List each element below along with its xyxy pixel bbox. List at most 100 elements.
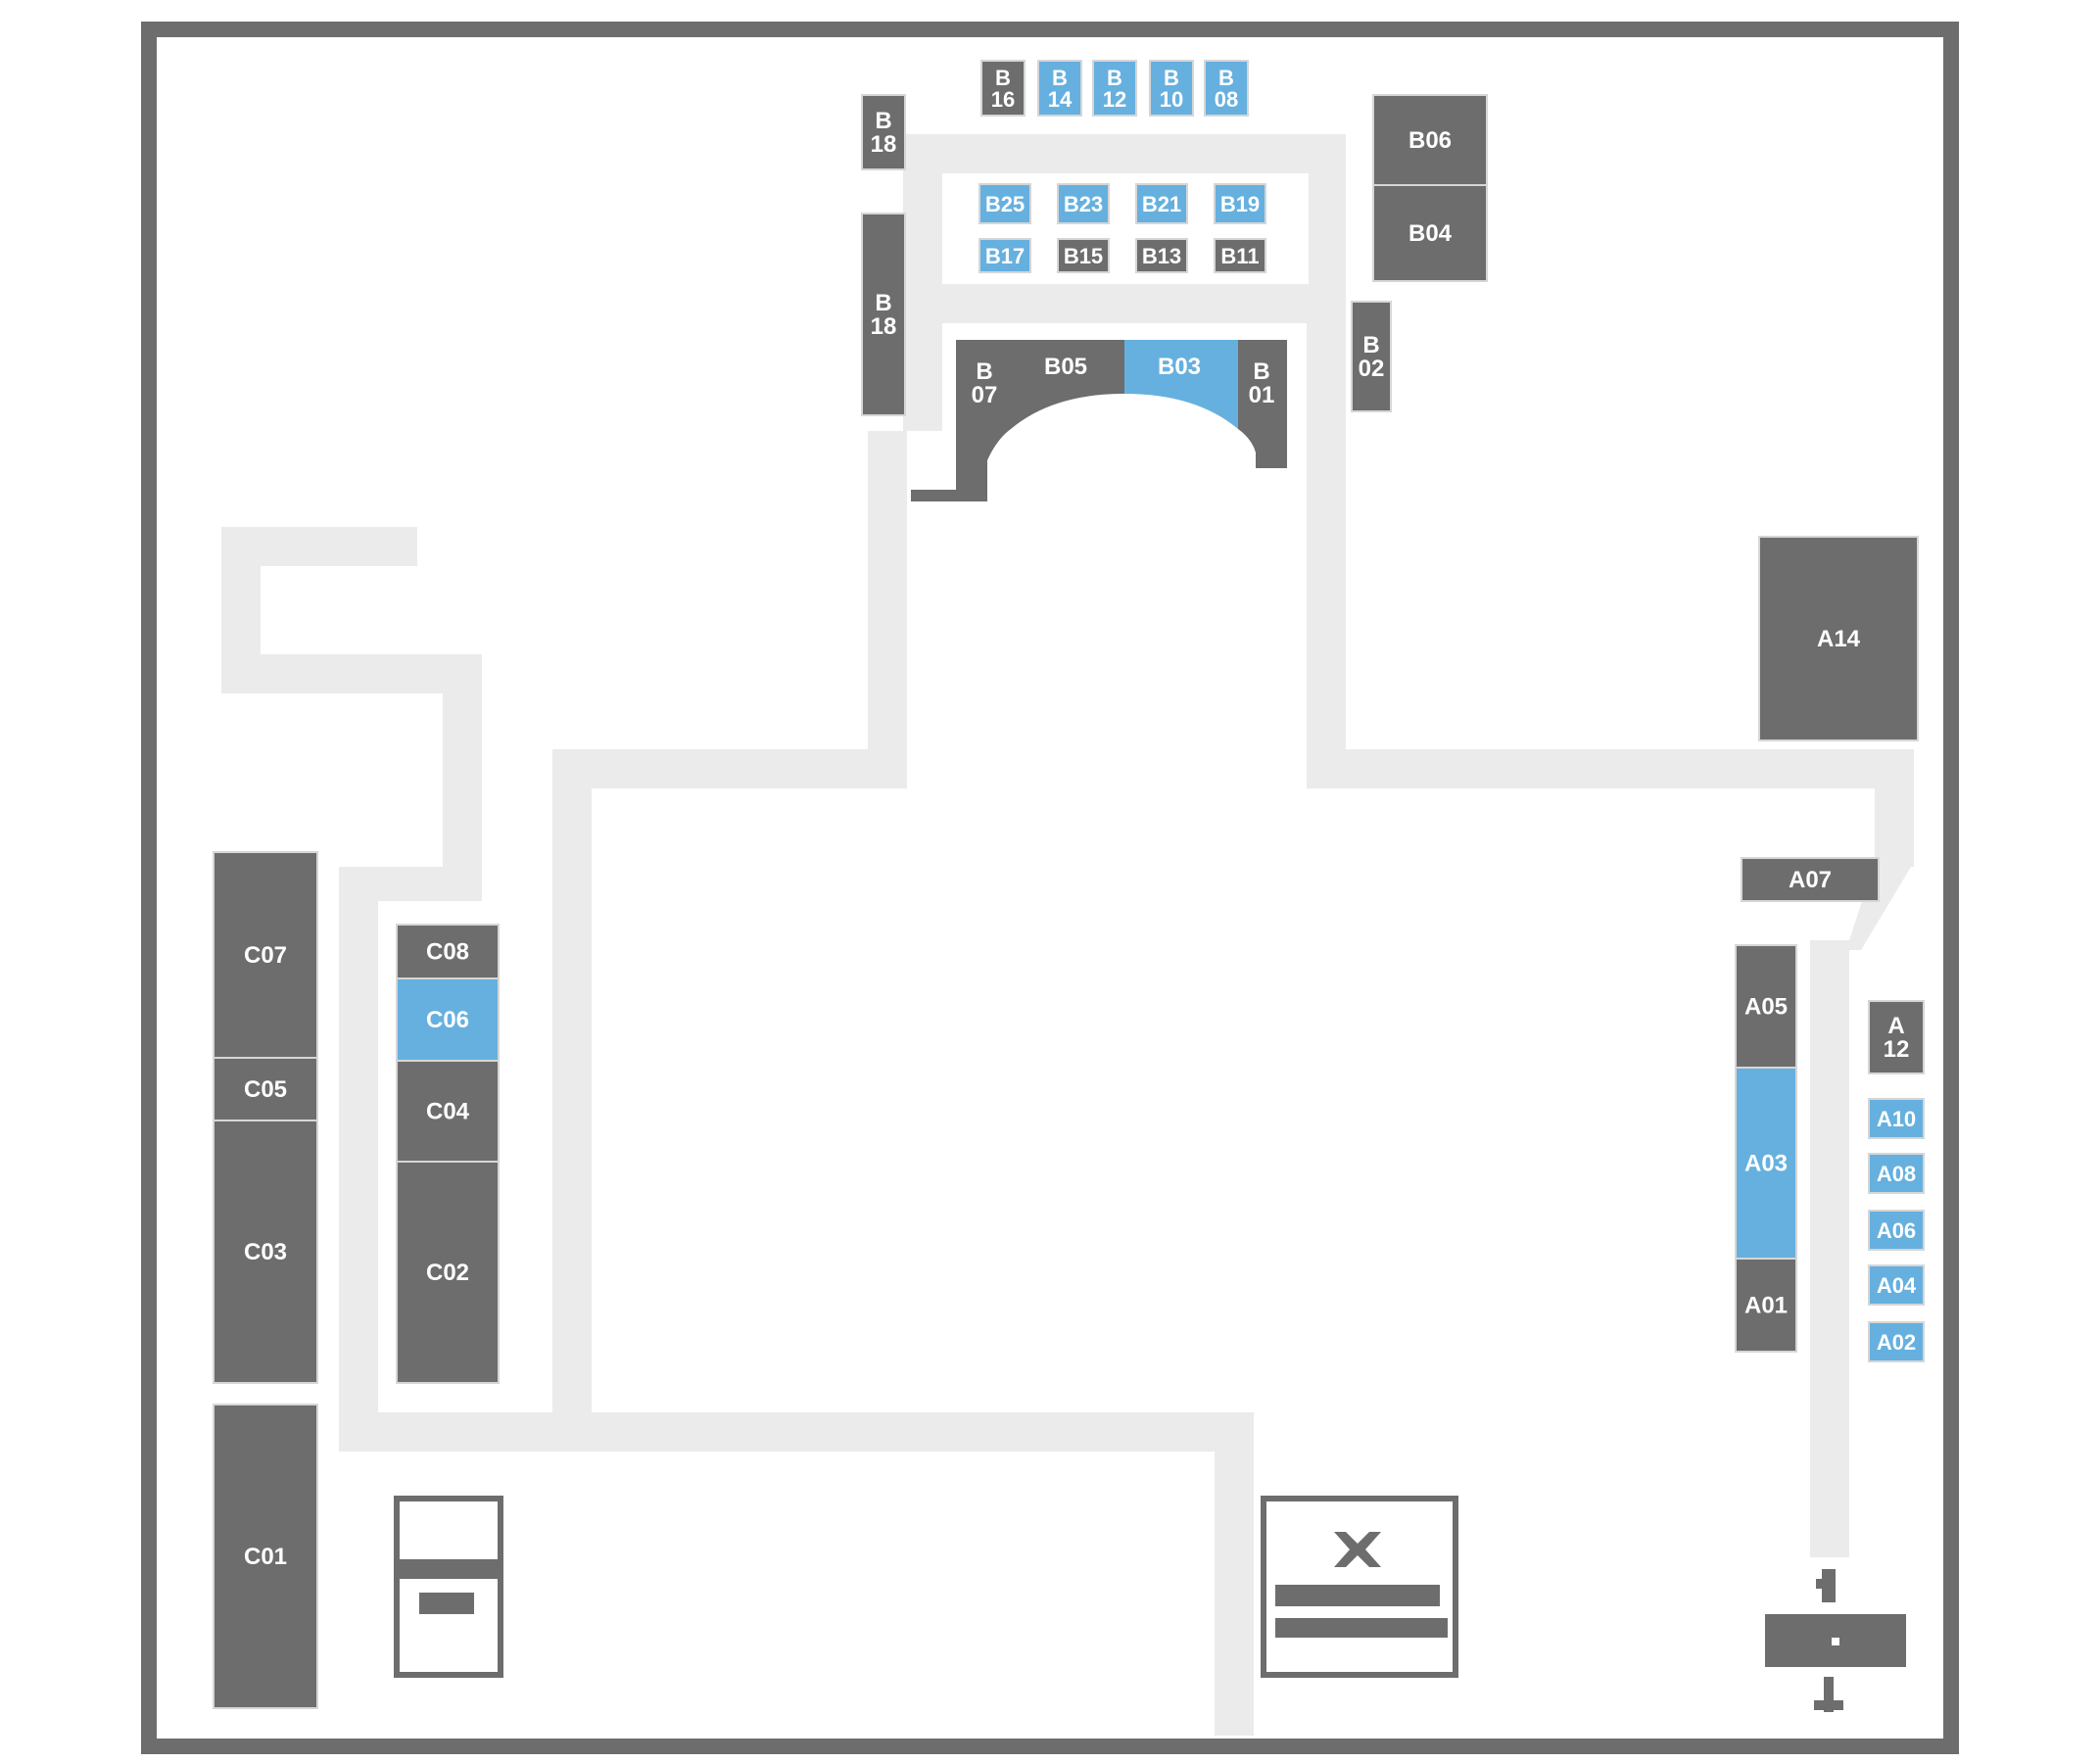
booth-label: C04 — [426, 1098, 470, 1124]
booth-shape[interactable] — [396, 1060, 500, 1163]
booth-shape[interactable] — [978, 183, 1031, 224]
booth-label: B 07 — [972, 358, 998, 408]
venue-outline — [141, 22, 1959, 1754]
booth-shape[interactable] — [1351, 301, 1392, 412]
booth-a03[interactable]: A03 — [1735, 1067, 1797, 1260]
booth-b25[interactable]: B25 — [978, 183, 1031, 224]
booth-b23[interactable]: B23 — [1057, 183, 1110, 224]
booth-b13[interactable]: B13 — [1135, 238, 1188, 273]
booth-c08[interactable]: C08 — [396, 924, 500, 979]
booth-b21[interactable]: B21 — [1135, 183, 1188, 224]
booth-shape[interactable] — [213, 1404, 318, 1709]
booth-a14[interactable]: A14 — [1758, 536, 1919, 741]
booth-b06[interactable]: B06 — [1372, 94, 1488, 186]
elevator-icon — [394, 1496, 503, 1678]
booth-shape[interactable] — [1735, 944, 1797, 1069]
booth-label: A03 — [1744, 1150, 1788, 1176]
booth-label: B25 — [985, 192, 1025, 216]
booth-label: B23 — [1064, 192, 1103, 216]
booth-b02[interactable]: B 02 — [1351, 301, 1392, 412]
booth-b17[interactable]: B17 — [978, 238, 1031, 273]
entrance-icon — [1765, 1569, 1906, 1712]
booth-shape[interactable] — [1868, 1098, 1925, 1139]
booth-label: C02 — [426, 1260, 469, 1286]
booth-shape[interactable] — [213, 1120, 318, 1384]
booth-shape[interactable] — [1135, 238, 1188, 273]
booth-shape[interactable] — [396, 1161, 500, 1384]
booth-c01[interactable]: C01 — [213, 1404, 318, 1709]
booth-label: A06 — [1877, 1218, 1916, 1243]
booth-b07[interactable]: B 07 — [972, 358, 998, 408]
booth-b18-lower[interactable]: B 18 — [861, 213, 906, 416]
booth-label: B 18 — [871, 108, 897, 158]
booth-shape[interactable] — [1037, 60, 1082, 117]
booth-shape[interactable] — [1735, 1067, 1797, 1260]
booth-b14[interactable]: B 14 — [1037, 60, 1082, 117]
booth-a12[interactable]: A 12 — [1868, 1000, 1925, 1074]
booth-label: B 02 — [1359, 332, 1385, 382]
booth-b19[interactable]: B19 — [1214, 183, 1266, 224]
booth-b15[interactable]: B15 — [1057, 238, 1110, 273]
booth-label: B19 — [1220, 192, 1260, 216]
booth-shape[interactable] — [1758, 536, 1919, 741]
stage-icon — [1261, 1496, 1458, 1678]
booth-label: B06 — [1408, 127, 1452, 154]
booth-b01[interactable]: B 01 — [1249, 358, 1275, 408]
booth-b05[interactable]: B05 — [1044, 354, 1087, 380]
booth-shape[interactable] — [1204, 60, 1249, 117]
booth-label: A14 — [1817, 626, 1861, 652]
booth-a02[interactable]: A02 — [1868, 1321, 1925, 1362]
booth-shape[interactable] — [213, 851, 318, 1059]
booth-shape[interactable] — [1057, 238, 1110, 273]
booth-c04[interactable]: C04 — [396, 1060, 500, 1163]
booth-c02[interactable]: C02 — [396, 1161, 500, 1384]
booth-a07[interactable]: A07 — [1741, 857, 1880, 902]
booth-shape[interactable] — [861, 213, 906, 416]
booth-label: B15 — [1064, 244, 1103, 268]
booth-a04[interactable]: A04 — [1868, 1264, 1925, 1306]
booth-c05[interactable]: C05 — [213, 1057, 318, 1121]
booth-shape[interactable] — [1372, 184, 1488, 282]
booth-shape[interactable] — [1057, 183, 1110, 224]
booth-c03[interactable]: C03 — [213, 1120, 318, 1384]
booth-shape[interactable] — [1149, 60, 1194, 117]
booth-label: B17 — [985, 244, 1025, 268]
booth-b18-upper[interactable]: B 18 — [861, 94, 906, 170]
booth-b11[interactable]: B11 — [1214, 238, 1266, 273]
booth-shape[interactable] — [1092, 60, 1137, 117]
booth-b03[interactable]: B03 — [1158, 354, 1201, 380]
booth-label: B04 — [1408, 220, 1453, 247]
booth-shape[interactable] — [1372, 94, 1488, 186]
booth-a06[interactable]: A06 — [1868, 1210, 1925, 1251]
booth-label: B13 — [1142, 244, 1181, 268]
booth-b12[interactable]: B 12 — [1092, 60, 1137, 117]
booth-shape[interactable] — [1214, 183, 1266, 224]
booth-b10[interactable]: B 10 — [1149, 60, 1194, 117]
booth-shape[interactable] — [1868, 1264, 1925, 1306]
booth-shape[interactable] — [1741, 857, 1880, 902]
booth-shape[interactable] — [1868, 1000, 1925, 1074]
booth-c06[interactable]: C06 — [396, 977, 500, 1062]
booth-shape[interactable] — [978, 238, 1031, 273]
booth-shape[interactable] — [861, 94, 906, 170]
booth-label: A07 — [1789, 867, 1832, 893]
booth-shape[interactable] — [1214, 238, 1266, 273]
booth-shape[interactable] — [980, 60, 1026, 117]
booth-label: B 14 — [1048, 66, 1073, 112]
booth-b16[interactable]: B 16 — [980, 60, 1026, 117]
booth-shape[interactable] — [1135, 183, 1188, 224]
booth-a01[interactable]: A01 — [1735, 1258, 1797, 1353]
booth-a05[interactable]: A05 — [1735, 944, 1797, 1069]
booth-label: B 18 — [871, 290, 897, 340]
booth-shape[interactable] — [1735, 1258, 1797, 1353]
booth-a10[interactable]: A10 — [1868, 1098, 1925, 1139]
booth-b04[interactable]: B04 — [1372, 184, 1488, 282]
booth-shape[interactable] — [1868, 1210, 1925, 1251]
booth-b08[interactable]: B 08 — [1204, 60, 1249, 117]
booth-c07[interactable]: C07 — [213, 851, 318, 1059]
booth-shape[interactable] — [1868, 1153, 1925, 1194]
booth-label: B03 — [1158, 354, 1201, 380]
booth-a08[interactable]: A08 — [1868, 1153, 1925, 1194]
booth-shape[interactable] — [1868, 1321, 1925, 1362]
